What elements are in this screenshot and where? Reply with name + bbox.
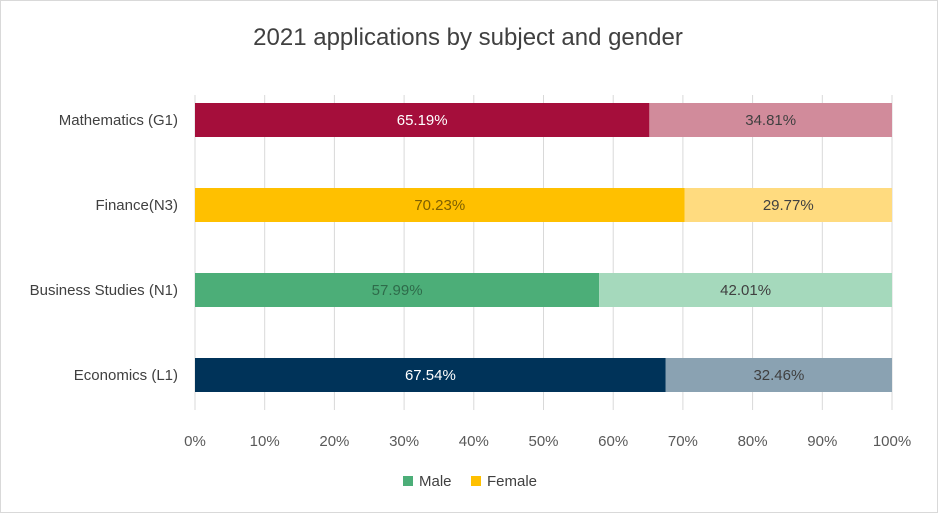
x-tick-label: 60%: [598, 433, 628, 450]
legend-swatch-male: [403, 476, 413, 486]
bar-female: [684, 188, 892, 222]
x-tick-label: 40%: [459, 433, 489, 450]
x-tick-label: 50%: [528, 433, 558, 450]
bars: 65.19% 34.81% 70.23% 29.77% 57.99% 42.01% 67.5…: [195, 103, 892, 392]
category-label: Economics (L1): [74, 367, 178, 384]
x-tick-label: 30%: [389, 433, 419, 450]
category-label: Business Studies (N1): [30, 282, 178, 299]
data-label: 34.81%: [745, 112, 796, 129]
data-label: 57.99%: [372, 282, 423, 299]
bar-female: [665, 358, 892, 392]
data-label: 32.46%: [753, 367, 804, 384]
bar-female: [649, 103, 892, 137]
data-label: 42.01%: [720, 282, 771, 299]
bar-female: [599, 273, 892, 307]
x-axis-ticks: 0% 10% 20% 30% 40% 50% 60% 70% 80% 90% 100%: [184, 433, 911, 450]
legend-label: Male: [419, 473, 452, 490]
legend-label: Female: [487, 473, 537, 490]
category-label: Mathematics (G1): [59, 112, 178, 129]
data-label: 67.54%: [405, 367, 456, 384]
gridlines: [194, 95, 893, 410]
x-tick-label: 0%: [184, 433, 206, 450]
bar-male: [195, 188, 685, 222]
data-label: 65.19%: [397, 112, 448, 129]
x-tick-label: 100%: [873, 433, 911, 450]
x-tick-label: 20%: [319, 433, 349, 450]
category-label: Finance(N3): [95, 197, 178, 214]
x-tick-label: 90%: [807, 433, 837, 450]
legend-swatch-female: [471, 476, 481, 486]
category-labels: Mathematics (G1) Finance(N3) Business Stud…: [30, 112, 178, 384]
x-tick-label: 80%: [738, 433, 768, 450]
x-tick-label: 70%: [668, 433, 698, 450]
bar-male: [195, 103, 650, 137]
legend: Male Female: [403, 473, 537, 490]
x-tick-label: 10%: [250, 433, 280, 450]
bar-male: [195, 273, 600, 307]
data-label: 29.77%: [763, 197, 814, 214]
chart-title: 2021 applications by subject and gender: [253, 24, 683, 51]
bar-male: [195, 358, 666, 392]
data-label: 70.23%: [414, 197, 465, 214]
